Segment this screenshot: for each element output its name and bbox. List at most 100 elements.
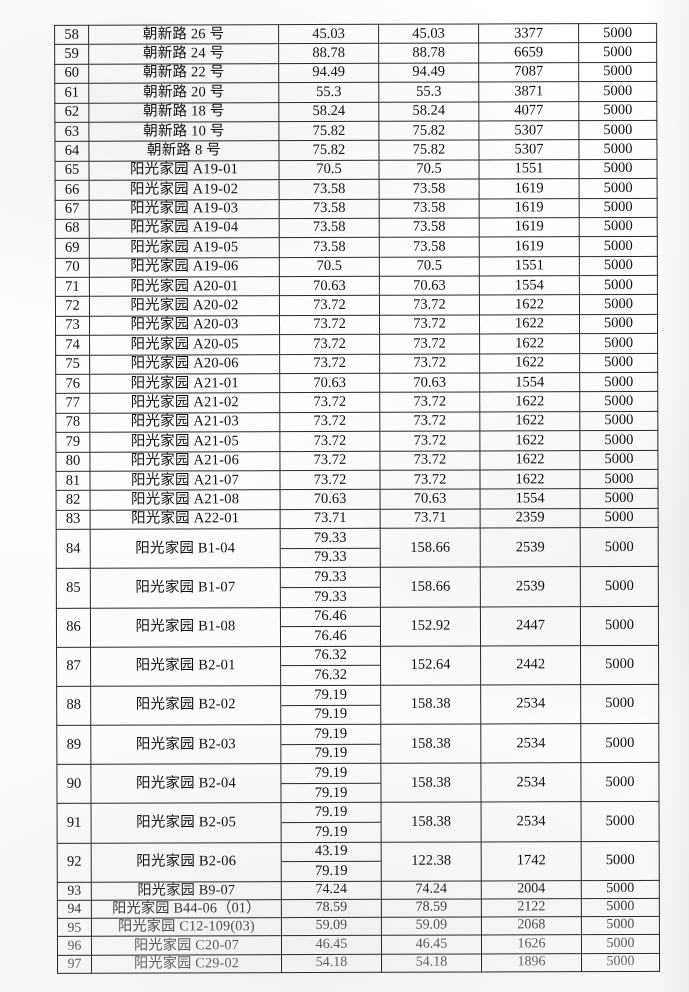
cell-standard: 5000 (579, 294, 658, 315)
cell-property-address: 阳光家园 B1-04 (90, 528, 281, 569)
cell-property-address: 阳光家园 B1-08 (90, 607, 281, 647)
cell-total-area: 75.82 (378, 140, 480, 161)
table-row: 58 朝新路 26 号 45.03 45.03 3377 5000 (54, 23, 657, 45)
cell-total-area: 73.71 (380, 508, 481, 529)
cell-total-area: 70.5 (379, 159, 480, 180)
cell-index: 94 (57, 900, 92, 919)
cell-total-area: 70.5 (379, 256, 480, 277)
cell-area: 55.3 (278, 82, 379, 103)
cell-area: 70.63 (280, 489, 381, 510)
cell-index: 70 (55, 257, 90, 278)
cell-index: 87 (56, 646, 91, 687)
table-row: 86 阳光家园 B1-08 76.46 76.46 152.92 2447 5000 (56, 605, 659, 648)
cell-standard: 5000 (580, 566, 659, 607)
cell-standard: 5000 (579, 217, 658, 237)
cell-total-area: 70.63 (379, 276, 480, 296)
table-row: 96 阳光家园 C20-07 46.45 46.45 1626 5000 (57, 934, 660, 955)
cell-amount: 1622 (479, 333, 580, 354)
cell-standard: 5000 (579, 178, 658, 199)
cell-index: 84 (56, 529, 91, 569)
cell-property-address: 朝新路 18 号 (88, 102, 279, 123)
cell-amount: 1622 (479, 411, 580, 432)
cell-amount: 5307 (478, 120, 579, 141)
cell-total-area: 73.72 (379, 469, 481, 490)
cell-amount: 2534 (480, 762, 582, 803)
cell-total-area: 73.58 (379, 179, 480, 199)
cell-standard: 5000 (579, 353, 658, 373)
cell-property-address: 阳光家园 B2-06 (91, 842, 282, 883)
cell-total-area: 158.38 (380, 724, 481, 764)
cell-index: 58 (54, 25, 89, 45)
cell-standard: 5000 (580, 723, 659, 763)
cell-amount: 1619 (479, 178, 580, 199)
cell-property-address: 朝新路 10 号 (88, 121, 279, 142)
cell-area: 75.82 (278, 140, 380, 161)
cell-standard: 5000 (579, 159, 658, 179)
cell-standard: 5000 (579, 372, 658, 393)
cell-index: 81 (55, 471, 91, 491)
table-row: 93 阳光家园 B9-07 74.24 74.24 2004 5000 (57, 880, 660, 901)
cell-standard: 5000 (578, 139, 658, 160)
cell-property-address: 阳光家园 A21-05 (89, 431, 280, 452)
table-row: 87 阳光家园 B2-01 76.32 76.32 152.64 2442 5000 (56, 645, 659, 687)
cell-index: 65 (55, 160, 90, 181)
cell-amount: 2534 (480, 723, 581, 764)
table-row: 79 阳光家园 A21-05 73.72 73.72 1622 5000 (55, 430, 658, 452)
cell-total-area: 45.03 (378, 23, 479, 44)
cell-property-address: 阳光家园 A20-06 (89, 354, 280, 375)
table-row: 62 朝新路 18 号 58.24 58.24 4077 5000 (54, 100, 657, 123)
cell-area-upper: 79.33 (280, 568, 380, 589)
cell-amount: 1619 (479, 217, 580, 238)
cell-amount: 1742 (481, 841, 582, 881)
table-row: 76 阳光家园 A21-01 70.63 70.63 1554 5000 (55, 372, 658, 394)
cell-total-area: 70.63 (379, 373, 480, 393)
cell-index: 83 (56, 509, 91, 530)
cell-area: 73.72 (279, 450, 380, 471)
table-row: 88 阳光家园 B2-02 79.19 79.19 158.38 2534 5000 (56, 684, 659, 726)
cell-standard: 5000 (579, 469, 659, 490)
cell-amount: 1622 (479, 295, 580, 315)
cell-total-area: 88.78 (378, 43, 479, 64)
table-row: 68 阳光家园 A19-04 73.58 73.58 1619 5000 (55, 217, 658, 239)
cell-standard: 5000 (578, 100, 657, 121)
cell-property-address: 阳光家园 B44-06（01） (91, 899, 282, 919)
cell-amount: 1626 (481, 935, 582, 954)
cell-index: 59 (54, 44, 89, 65)
cell-property-address: 阳光家园 A19-05 (89, 237, 280, 258)
cell-total-area: 75.82 (378, 120, 479, 141)
cell-area-upper: 79.19 (281, 803, 381, 824)
cell-amount: 1622 (479, 353, 580, 374)
cell-standard: 5000 (578, 62, 657, 82)
table-row: 95 阳光家园 C12-109(03) 59.09 59.09 2068 5000 (57, 916, 660, 937)
cell-standard: 5000 (581, 953, 660, 972)
cell-standard: 5000 (580, 762, 660, 803)
cell-property-address: 阳光家园 A20-01 (89, 276, 280, 297)
cell-area-lower: 76.32 (314, 666, 347, 684)
cell-property-address: 阳光家园 B1-07 (90, 567, 281, 608)
cell-index: 96 (57, 936, 92, 955)
table-row: 84 阳光家园 B1-04 79.33 79.33 158.66 2539 5000 (56, 527, 659, 569)
cell-total-area: 158.66 (380, 528, 481, 568)
cell-total-area: 73.72 (379, 431, 480, 451)
cell-area-lower: 79.19 (314, 706, 348, 723)
cell-index: 60 (54, 64, 89, 84)
cell-total-area: 73.72 (379, 295, 480, 316)
cell-index: 62 (54, 102, 89, 123)
cell-standard: 5000 (579, 314, 658, 334)
cell-area: 73.72 (279, 334, 380, 355)
cell-property-address: 朝新路 26 号 (88, 24, 279, 45)
cell-index: 93 (57, 882, 92, 901)
cell-property-address: 阳光家园 A22-01 (90, 509, 281, 530)
cell-area: 88.78 (278, 43, 379, 64)
cell-amount: 4077 (478, 101, 579, 121)
cell-total-area: 58.24 (378, 101, 479, 122)
cell-index: 75 (55, 354, 90, 375)
cell-property-address: 阳光家园 B2-03 (90, 724, 281, 765)
cell-index: 77 (55, 393, 90, 414)
cell-property-address: 阳光家园 A20-02 (89, 296, 280, 317)
cell-area: 70.5 (279, 256, 380, 277)
cell-standard: 5000 (579, 391, 658, 412)
cell-area: 70.63 (279, 373, 380, 394)
cell-property-address: 阳光家园 A21-01 (89, 373, 280, 394)
